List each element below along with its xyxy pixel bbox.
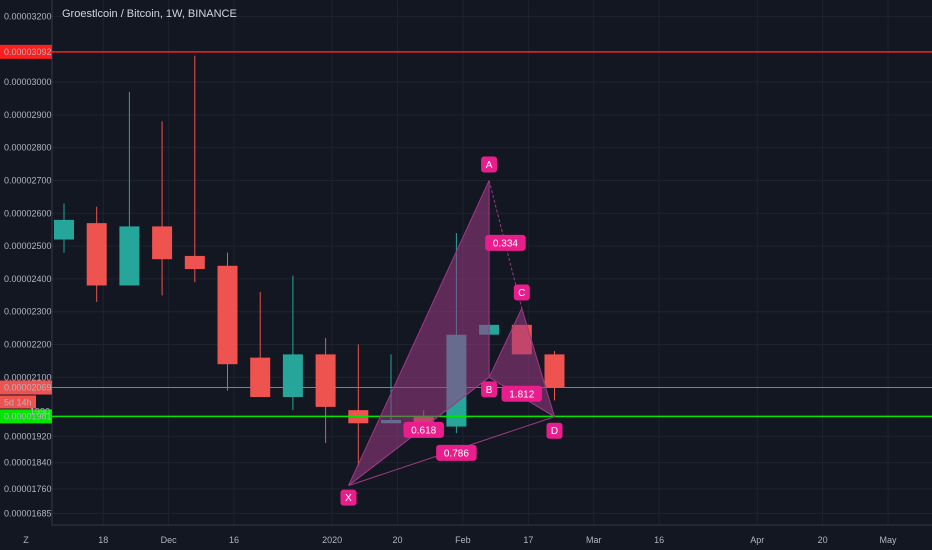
candle-body — [119, 226, 140, 286]
pattern-ratio-label: 0.786 — [436, 444, 477, 461]
candle-body — [86, 223, 107, 286]
candle-body — [544, 354, 565, 388]
pattern-ratio-label-text: 0.334 — [493, 238, 518, 249]
pattern-point-b-text: B — [486, 385, 493, 396]
x-tick-label: Mar — [586, 535, 602, 545]
pattern-point-a-text: A — [486, 160, 493, 171]
candle-body — [315, 354, 336, 407]
chart-title: Groestlcoin / Bitcoin, 1W, BINANCE — [62, 8, 237, 20]
y-tick-label: 0.00002400 — [4, 274, 52, 284]
pattern-ratio-label-bg — [501, 385, 543, 402]
candle-body — [282, 354, 303, 398]
y-tick-label: 0.00002300 — [4, 307, 52, 317]
pattern-point-a-bg — [481, 156, 498, 173]
x-tick-label: Dec — [161, 535, 178, 545]
x-tick-label: Apr — [750, 535, 764, 545]
pattern-point-x-text: X — [345, 493, 352, 504]
pattern-point-x: X — [340, 489, 357, 506]
pattern-ratio-label-bg — [403, 421, 444, 438]
y-tick-label: 0.00001685 — [4, 509, 52, 519]
pattern-point-d-text: D — [551, 426, 558, 437]
x-tick-label: 17 — [523, 535, 533, 545]
pattern-ratio-label: 0.618 — [403, 421, 444, 438]
y-tick-label: 0.00002100 — [4, 372, 52, 382]
x-tick-label: 16 — [654, 535, 664, 545]
pattern-point-b: B — [481, 381, 498, 398]
y-tick-label: 0.00001920 — [4, 431, 52, 441]
pattern-point-a: A — [481, 156, 498, 173]
y-tick-label-partial: 1990 — [30, 407, 50, 417]
y-tick-label: 0.00002900 — [4, 110, 52, 120]
pattern-ratio-label-text: 1.812 — [509, 389, 534, 400]
candle-body — [184, 255, 205, 270]
candle-body — [250, 357, 271, 398]
x-tick-label: 16 — [229, 535, 239, 545]
corner-logo-text: Z — [23, 535, 29, 545]
y-axis-panel — [0, 0, 52, 550]
y-tick-label: 0.00002800 — [4, 143, 52, 153]
pattern-point-b-bg — [481, 381, 498, 398]
x-tick-label: Feb — [455, 535, 471, 545]
y-tick-label: 0.00003200 — [4, 11, 52, 21]
price-tag-bg — [0, 409, 52, 424]
x-tick-label: 2020 — [322, 535, 342, 545]
pattern-line-xb — [348, 376, 490, 487]
price-tag-label: 0.00003092 — [4, 47, 52, 57]
pattern-ratio-label-text: 0.786 — [444, 448, 469, 459]
y-tick-label: 0.00001760 — [4, 484, 52, 494]
pattern-ratio-label-bg — [485, 234, 526, 251]
pattern-point-d: D — [546, 422, 563, 439]
price-tag-bg — [0, 380, 52, 395]
pattern-point-c-bg — [513, 284, 530, 301]
price-tag-bg — [0, 44, 52, 59]
price-tag-label: 0.00002069 — [4, 383, 52, 393]
y-tick-label: 0.00001840 — [4, 458, 52, 468]
y-tick-label: 0.00002500 — [4, 241, 52, 251]
pattern-point-c: C — [513, 284, 530, 301]
candle-body — [54, 219, 74, 240]
countdown-tag-bg — [0, 395, 36, 409]
candle-body — [152, 226, 173, 260]
y-tick-label: 0.00002200 — [4, 340, 52, 350]
countdown-label: 5d 14h — [4, 398, 32, 408]
pattern-point-d-bg — [546, 422, 563, 439]
x-tick-label: 20 — [393, 535, 403, 545]
y-tick-label: 0.00002600 — [4, 208, 52, 218]
price-tag-label: 0.00001981 — [4, 411, 52, 421]
y-tick-label: 0.00003000 — [4, 77, 52, 87]
x-tick-label: 18 — [98, 535, 108, 545]
pattern-ratio-label-text: 0.618 — [411, 425, 436, 436]
pattern-ratio-label: 0.334 — [485, 234, 526, 251]
candle-body — [217, 265, 238, 365]
x-tick-label: May — [880, 535, 898, 545]
pattern-ratio-label: 1.812 — [501, 385, 543, 402]
pattern-line-bd — [488, 376, 555, 418]
x-tick-label: 20 — [818, 535, 828, 545]
y-tick-label: 0.00002700 — [4, 175, 52, 185]
pattern-point-c-text: C — [518, 288, 525, 299]
pattern-point-x-bg — [340, 489, 357, 506]
pattern-ratio-label-bg — [436, 444, 477, 461]
